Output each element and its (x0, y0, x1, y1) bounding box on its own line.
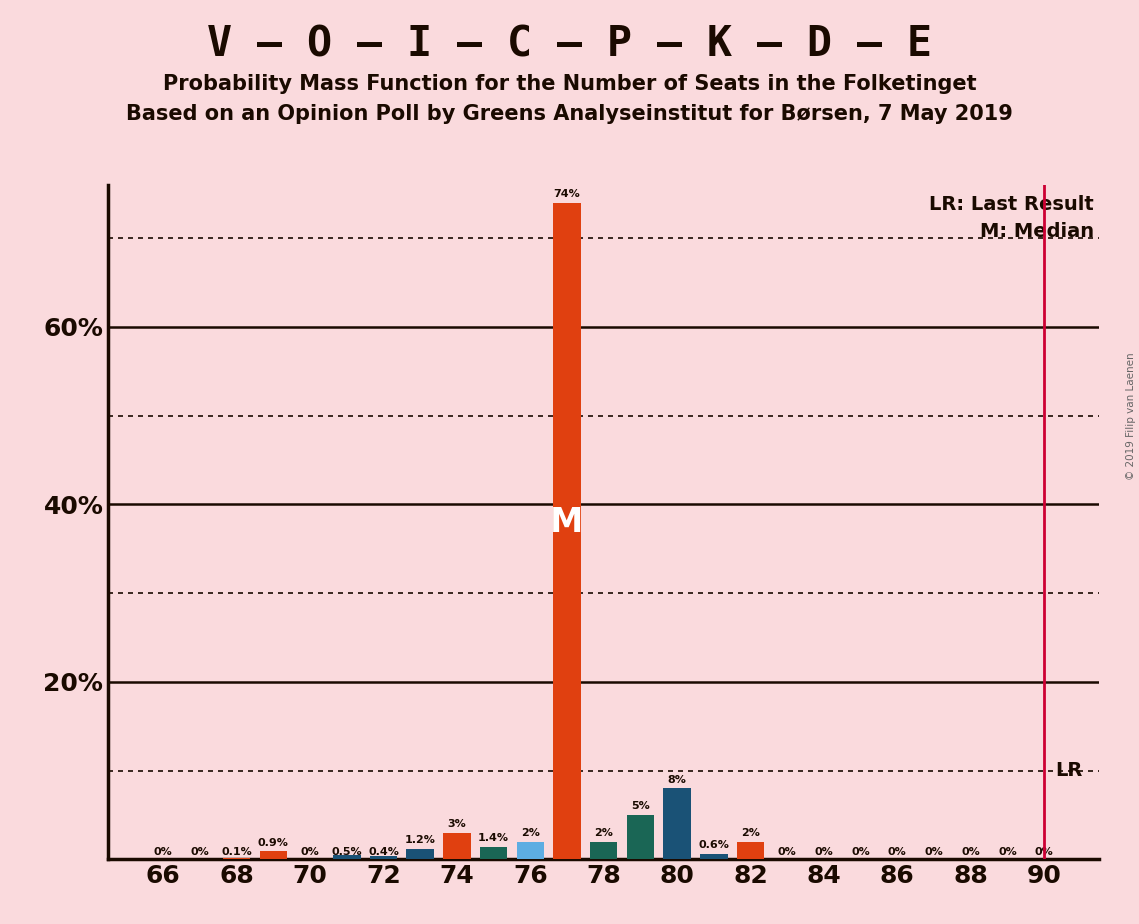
Text: 3%: 3% (448, 820, 466, 829)
Bar (333, 855, 361, 859)
Text: 0%: 0% (154, 846, 173, 857)
Text: 2%: 2% (741, 828, 760, 838)
Text: M: M (550, 505, 583, 539)
Bar (590, 842, 617, 859)
Text: 2%: 2% (595, 828, 613, 838)
Text: Based on an Opinion Poll by Greens Analyseinstitut for Børsen, 7 May 2019: Based on an Opinion Poll by Greens Analy… (126, 104, 1013, 125)
Bar (480, 847, 507, 859)
Text: 0.4%: 0.4% (368, 846, 399, 857)
Text: 0%: 0% (925, 846, 943, 857)
Text: 0%: 0% (888, 846, 907, 857)
Bar (663, 788, 691, 859)
Text: 0%: 0% (778, 846, 796, 857)
Text: 1.2%: 1.2% (404, 835, 435, 845)
Text: 0%: 0% (190, 846, 210, 857)
Text: 0.1%: 0.1% (221, 846, 252, 857)
Text: 0.5%: 0.5% (331, 846, 362, 857)
Text: 0%: 0% (961, 846, 980, 857)
Text: 2%: 2% (521, 828, 540, 838)
Bar (260, 851, 287, 859)
Bar (554, 202, 581, 859)
Bar (737, 842, 764, 859)
Bar (370, 856, 398, 859)
Bar (407, 848, 434, 859)
Text: 0%: 0% (998, 846, 1017, 857)
Text: 0.6%: 0.6% (698, 841, 729, 850)
Bar (626, 815, 654, 859)
Text: M: Median: M: Median (980, 222, 1095, 241)
Text: 1.4%: 1.4% (478, 833, 509, 844)
Text: LR: LR (1055, 761, 1082, 780)
Bar (516, 842, 544, 859)
Bar (700, 854, 728, 859)
Text: V – O – I – C – P – K – D – E: V – O – I – C – P – K – D – E (207, 23, 932, 65)
Text: 8%: 8% (667, 774, 687, 784)
Text: © 2019 Filip van Laenen: © 2019 Filip van Laenen (1126, 352, 1136, 480)
Text: LR: Last Result: LR: Last Result (929, 195, 1095, 214)
Bar (443, 833, 470, 859)
Text: 0.9%: 0.9% (257, 838, 289, 848)
Text: Probability Mass Function for the Number of Seats in the Folketinget: Probability Mass Function for the Number… (163, 74, 976, 94)
Text: 0%: 0% (851, 846, 870, 857)
Text: 0%: 0% (814, 846, 834, 857)
Text: 0%: 0% (301, 846, 319, 857)
Text: 74%: 74% (554, 189, 581, 199)
Text: 0%: 0% (1034, 846, 1054, 857)
Text: 5%: 5% (631, 801, 649, 811)
